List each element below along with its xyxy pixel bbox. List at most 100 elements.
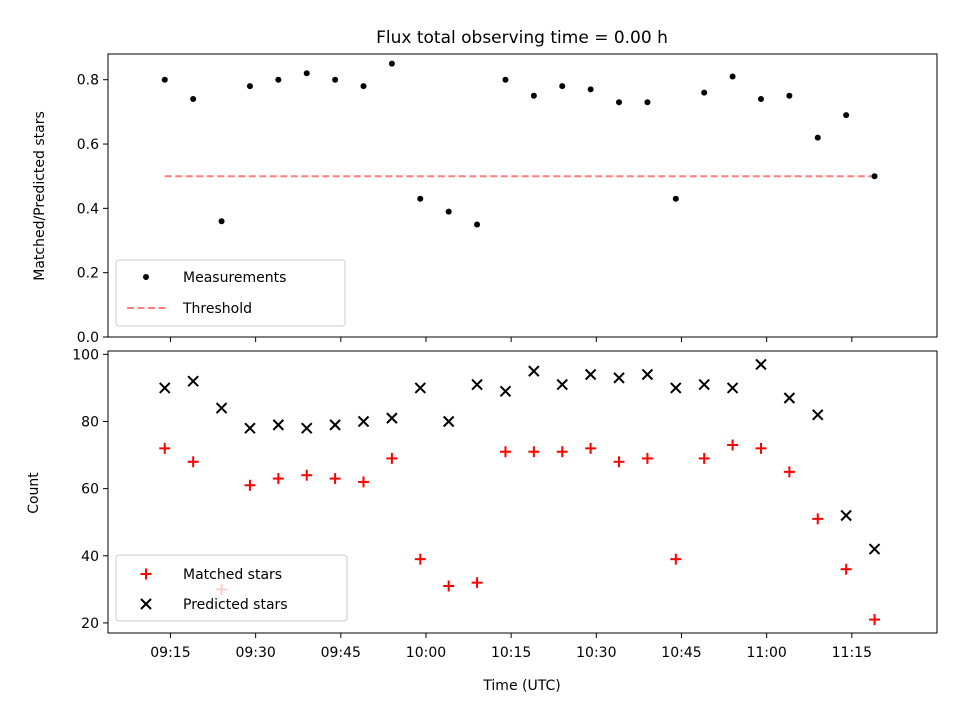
x-tick-label: 10:30: [576, 645, 616, 661]
bottom-y-tick-label: 40: [81, 549, 99, 565]
predicted-star-point: [442, 415, 455, 428]
matched-star-point: [783, 466, 795, 478]
top-y-tick-label: 0.2: [77, 266, 99, 282]
x-tick-label: 09:45: [321, 645, 361, 661]
top-y-tick-label: 0.6: [77, 137, 99, 153]
measurement-point: [332, 76, 339, 83]
predicted-star-point: [868, 543, 881, 555]
measurement-point: [587, 86, 594, 93]
x-tick-label: 11:15: [832, 645, 872, 661]
predicted-star-point: [357, 415, 370, 428]
bottom-legend: Matched stars Predicted stars: [115, 554, 348, 622]
matched-star-point: [670, 553, 682, 565]
legend-measurements-marker: [143, 274, 149, 280]
predicted-star-point: [499, 385, 512, 397]
top-axes-frame: [107, 53, 938, 338]
matched-star-point: [329, 473, 341, 485]
measurement-point: [843, 112, 850, 119]
top-y-tick-label: 0.0: [77, 330, 99, 346]
measurement-point: [559, 83, 566, 90]
predicted-star-point: [670, 382, 682, 394]
matched-star-point: [812, 513, 824, 525]
predicted-star-point: [244, 422, 256, 434]
matched-star-point: [244, 479, 256, 491]
predicted-star-point: [386, 412, 398, 424]
legend-threshold-label: Threshold: [182, 301, 252, 317]
bottom-y-tick-label: 100: [72, 347, 99, 363]
matched-star-point: [358, 476, 370, 488]
measurement-point: [474, 221, 481, 228]
x-tick-label: 09:30: [235, 645, 275, 661]
measurement-point: [616, 99, 623, 106]
measurement-point: [445, 208, 452, 215]
predicted-star-point: [528, 365, 540, 377]
measurement-point: [417, 195, 424, 202]
top-chart-title: Flux total observing time = 0.00 h: [376, 28, 668, 48]
matched-star-point: [755, 442, 767, 454]
matched-star-point: [443, 580, 455, 592]
measurement-point: [786, 92, 793, 99]
legend-matched-marker: [140, 568, 152, 580]
measurement-point: [729, 73, 736, 80]
matched-star-point: [159, 442, 171, 454]
top-legend: Measurements Threshold: [115, 259, 346, 327]
bottom-y-tick-label: 80: [81, 415, 99, 431]
matched-star-point: [386, 452, 398, 464]
predicted-star-point: [301, 422, 313, 434]
measurement-point: [246, 83, 253, 90]
measurement-point: [190, 96, 197, 103]
predicted-star-point: [272, 419, 285, 431]
x-tick-label: 11:00: [746, 645, 786, 661]
measurement-point: [388, 60, 395, 67]
matched-star-point: [414, 553, 426, 565]
predicted-star-point: [698, 378, 710, 391]
legend-measurements-label: Measurements: [183, 270, 286, 286]
bottom-y-tick-label: 60: [81, 482, 99, 498]
predicted-star-point: [329, 419, 341, 431]
legend-predicted-marker: [140, 598, 152, 610]
predicted-star-point: [187, 375, 199, 387]
predicted-star-point: [556, 378, 568, 391]
bottom-axes-frame: [107, 350, 938, 634]
matched-star-point: [641, 452, 653, 464]
matched-star-point: [727, 439, 739, 451]
matched-star-point: [187, 456, 199, 468]
x-axis-label: Time (UTC): [482, 678, 560, 694]
predicted-star-point: [215, 402, 228, 414]
matched-star-point: [528, 446, 540, 458]
matched-star-point: [869, 614, 881, 626]
measurement-point: [218, 218, 225, 225]
matched-star-point: [499, 446, 511, 458]
top-y-axis-label: Matched/Predicted stars: [32, 111, 48, 281]
matched-star-point: [840, 563, 852, 575]
predicted-star-point: [783, 392, 796, 404]
matched-star-point: [556, 446, 568, 458]
predicted-star-point: [726, 382, 739, 394]
matched-star-point: [613, 456, 625, 468]
measurement-point: [672, 195, 679, 202]
top-plot-area: 0.0 0.2 0.4 0.6 0.8 Measurements Threshold: [77, 53, 938, 346]
measurement-point: [644, 99, 651, 106]
predicted-star-point: [812, 409, 824, 421]
measurement-point: [871, 173, 878, 180]
measurement-point: [303, 70, 310, 77]
predicted-star-point: [471, 378, 483, 391]
measurement-point: [161, 76, 168, 83]
predicted-star-point: [641, 368, 654, 381]
measurement-point: [502, 76, 509, 83]
top-y-tick-label: 0.4: [77, 201, 99, 217]
matched-star-point: [272, 473, 284, 485]
top-legend-box: [115, 259, 346, 327]
bottom-legend-box: [115, 554, 348, 622]
matched-star-point: [301, 469, 313, 481]
predicted-star-point: [755, 358, 767, 371]
legend-matched-label: Matched stars: [183, 567, 282, 583]
legend-predicted-label: Predicted stars: [183, 597, 288, 613]
predicted-star-point: [159, 382, 171, 394]
top-y-tick-label: 0.8: [77, 73, 99, 89]
x-tick-label: 10:00: [406, 645, 446, 661]
x-tick-label: 09:15: [150, 645, 190, 661]
bottom-y-tick-label: 20: [81, 616, 99, 632]
measurement-point: [530, 92, 537, 99]
